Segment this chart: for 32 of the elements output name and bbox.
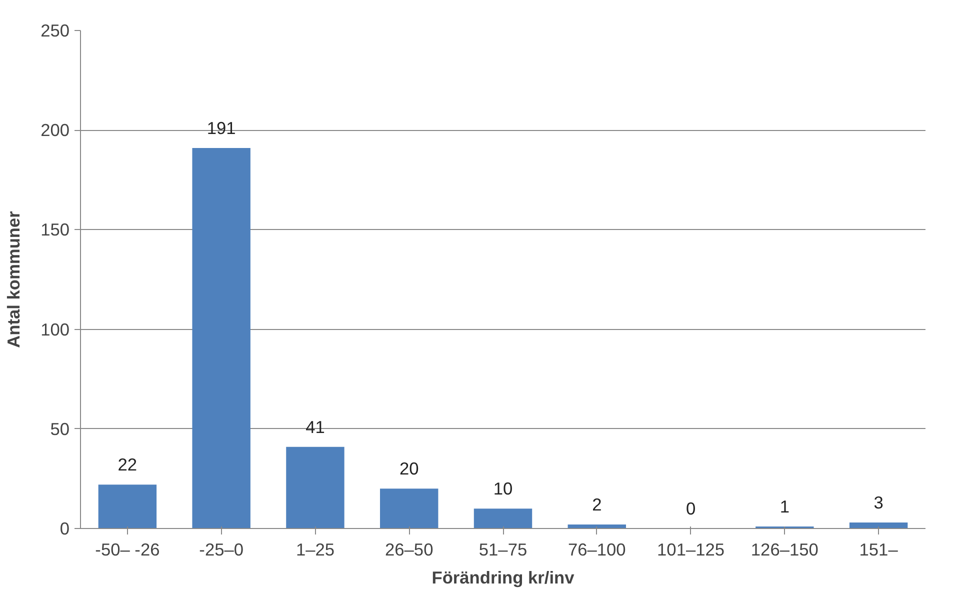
data-label: 10 [493,478,513,499]
data-label: 1 [780,496,790,517]
bar [98,484,157,528]
bar [849,522,908,528]
x-tick-label: 126–150 [750,540,818,560]
x-tick-label: 1–25 [296,540,335,560]
y-tick-label: 100 [40,319,70,340]
x-axis-title: Förändring kr/inv [432,568,575,588]
bar [474,508,532,528]
data-label: 22 [118,454,138,475]
y-axis-title: Antal kommuner [4,210,24,348]
x-tick-label: 26–50 [385,540,434,560]
x-tick-label: -50– -26 [95,540,160,560]
x-tick-label: 101–125 [657,540,725,560]
y-tick-label: 50 [50,418,70,439]
y-tick-label: 0 [60,518,70,538]
bar [192,148,250,528]
bar [286,446,344,528]
bar [380,488,438,528]
x-tick-label: 76–100 [568,540,626,560]
y-tick-label: 200 [40,120,70,140]
data-label: 191 [206,118,236,138]
x-tick-label: -25–0 [199,540,244,560]
y-tick-label: 150 [40,220,70,240]
data-label: 41 [306,416,325,437]
y-tick-label: 250 [40,20,70,40]
x-tick-label: 51–75 [478,540,528,560]
data-label: 20 [399,458,419,479]
x-tick-label: 151– [859,540,898,560]
data-label: 0 [686,498,696,518]
data-label: 2 [592,494,602,515]
data-label: 3 [874,492,884,513]
